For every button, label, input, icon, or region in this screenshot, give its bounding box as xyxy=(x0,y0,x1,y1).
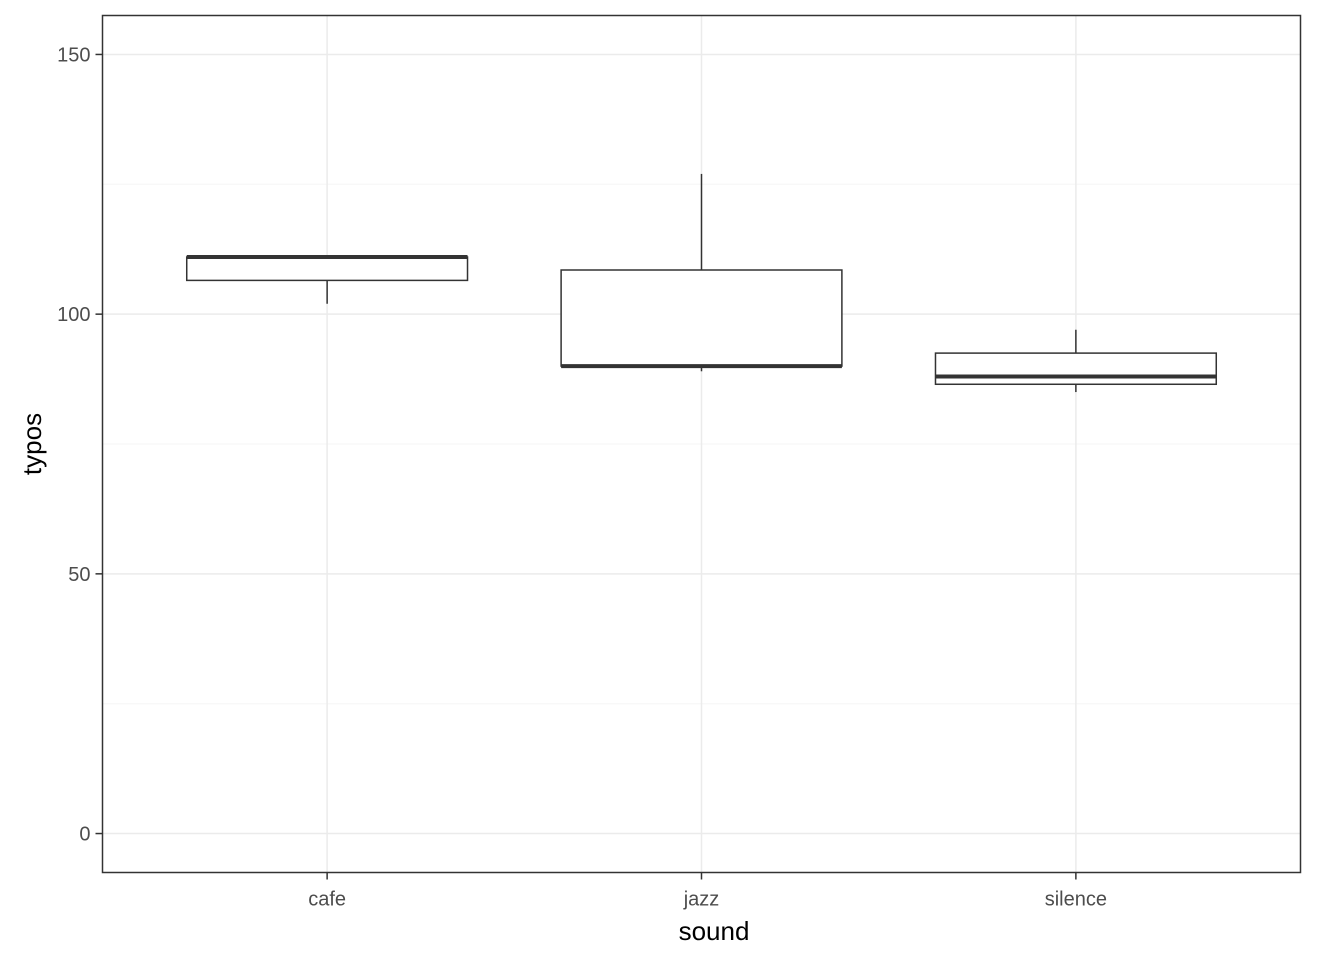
x-axis-title: sound xyxy=(679,916,750,946)
x-tick-label: silence xyxy=(1045,889,1107,911)
y-tick-label: 100 xyxy=(57,304,90,326)
x-tick-label: jazz xyxy=(683,889,720,911)
grid-lines xyxy=(102,15,1301,873)
box-silence xyxy=(934,329,1218,393)
iqr-box xyxy=(185,256,469,282)
y-tick-label: 150 xyxy=(57,44,90,66)
axis-ticks: 0 50 100 150 cafe jazz silence xyxy=(57,44,1107,910)
y-axis-title: typos xyxy=(17,413,47,475)
iqr-box xyxy=(560,269,843,367)
box-cafe xyxy=(185,255,469,304)
y-tick-label: 0 xyxy=(79,824,90,846)
x-tick-label: cafe xyxy=(308,889,346,911)
box-jazz xyxy=(560,173,843,372)
y-tick-label: 50 xyxy=(68,564,90,586)
iqr-box xyxy=(934,352,1218,386)
box-layer xyxy=(185,173,1218,393)
